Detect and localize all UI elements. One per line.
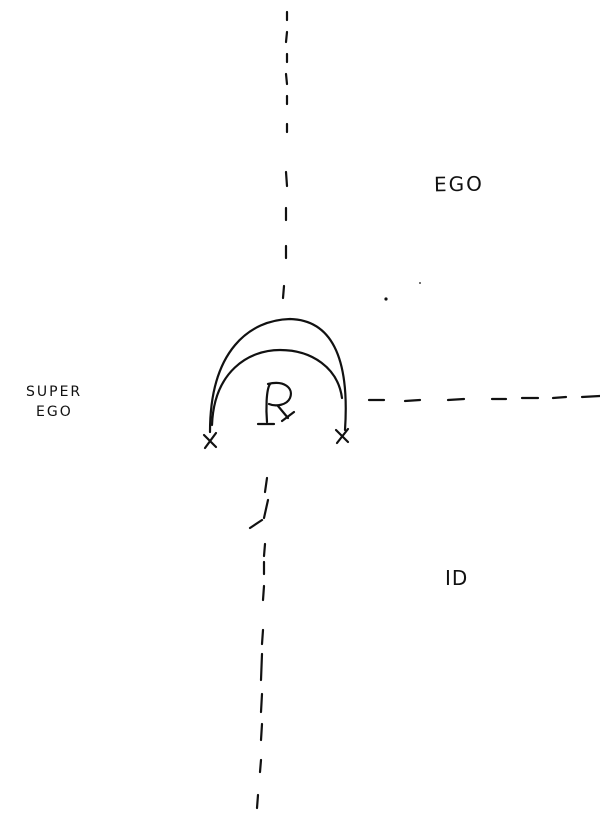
right-horizontal-dashed-line [367,394,600,403]
left-x-mark [202,431,218,450]
right-x-mark [334,427,350,445]
ego-label: EGO [433,171,485,197]
arch-shape [208,317,347,434]
superego-label-line2: EGO [36,404,73,420]
superego-label: SUPER EGO [26,382,82,422]
superego-label-line1: SUPER [26,384,83,400]
lower-vertical-dashed-line [248,476,270,810]
r-figure-icon [256,381,296,426]
stray-dots [384,282,421,301]
upper-vertical-dashed-line [281,10,289,300]
id-label: ID [445,566,469,590]
